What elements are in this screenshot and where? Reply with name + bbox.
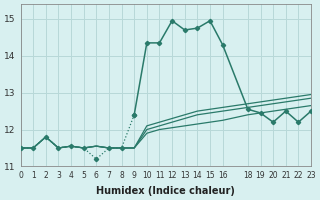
X-axis label: Humidex (Indice chaleur): Humidex (Indice chaleur) [96,186,235,196]
